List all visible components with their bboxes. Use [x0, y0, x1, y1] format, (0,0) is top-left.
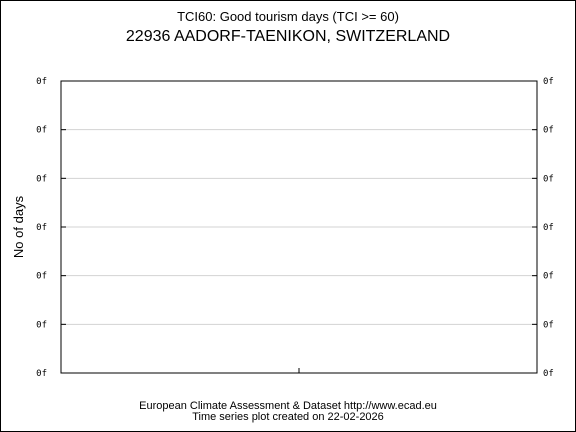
y-tick-label-left: 0f — [36, 174, 47, 184]
y-tick-label-left: 0f — [36, 77, 47, 87]
chart-title: TCI60: Good tourism days (TCI >= 60) — [177, 9, 399, 24]
y-tick-label-left: 0f — [36, 272, 47, 282]
tick-labels: 0f 0f 0f 0f 0f 0f 0f 0f 0f 0f 0f 0f 0f 0f — [36, 77, 554, 379]
grid-lines — [61, 129, 537, 325]
y-tick-label-right: 0f — [543, 77, 554, 87]
y-tick-label-left: 0f — [36, 223, 47, 233]
y-tick-label-right: 0f — [543, 223, 554, 233]
axis-ticks — [61, 80, 537, 374]
y-axis-label: No of days — [11, 195, 26, 258]
y-tick-label-right: 0f — [543, 320, 554, 330]
footer-source: European Climate Assessment & Dataset ht… — [139, 400, 437, 412]
chart-subtitle: 22936 AADORF-TAENIKON, SWITZERLAND — [125, 28, 451, 45]
y-tick-label-right: 0f — [543, 272, 554, 282]
y-tick-label-left: 0f — [36, 320, 47, 330]
y-tick-label-right: 0f — [543, 174, 554, 184]
y-tick-label-right: 0f — [543, 126, 554, 136]
footer-created: Time series plot created on 22-02-2026 — [192, 411, 384, 423]
y-tick-label-left: 0f — [36, 369, 47, 379]
y-tick-label-right: 0f — [543, 369, 554, 379]
y-tick-label-left: 0f — [36, 126, 47, 136]
